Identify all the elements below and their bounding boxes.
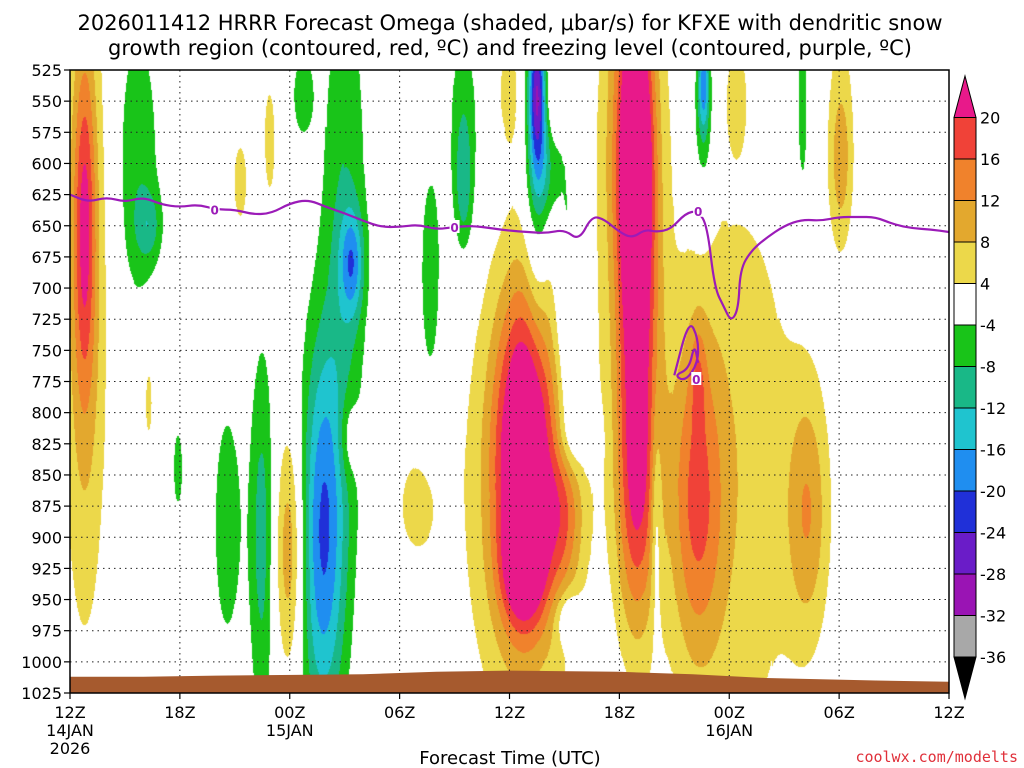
y-tick-label: 825 [31,435,62,454]
colorbar-label: -20 [980,482,1006,501]
x-tick-label: 12Z [494,703,525,722]
y-tick-label: 575 [31,123,62,142]
y-tick-label: 900 [31,528,62,547]
ground-surface [70,670,949,693]
y-tick-label: 875 [31,497,62,516]
freezing-level-label: 0 [210,204,218,218]
x-tick-label: 18Z [604,703,635,722]
x-tick-date: 15JAN [266,721,314,740]
y-axis: 525 550 575 600 625 650 675 700 725 750 775 800 825 8… [21,61,70,703]
y-tick-label: 550 [31,92,62,111]
colorbar-label: -24 [980,524,1006,543]
colorbar-swatch [953,241,977,284]
colorbar-swatch [953,200,977,243]
colorbar-label: 20 [980,109,1000,128]
freezing-level-label-bg [691,372,702,386]
y-tick-label: 975 [31,622,62,641]
chart-title-line-2: growth region (contoured, red, ºC) and f… [108,36,912,60]
x-tick-label: 06Z [823,703,854,722]
colorbar-swatch [953,407,977,450]
y-tick-label: 600 [31,154,62,173]
ground-surface-fill [70,670,949,693]
chart-title-line-1: 2026011412 HRRR Forecast Omega (shaded, … [77,11,942,35]
freezing-level-label: 0 [694,205,702,219]
colorbar-swatch [953,656,977,701]
x-tick-label: 18Z [164,703,195,722]
y-tick-label: 675 [31,248,62,267]
x-tick-label: 12Z [933,703,964,722]
colorbar-label: 16 [980,150,1000,169]
credit-text: coolwx.com/modelts [855,748,1018,766]
colorbar-label: -16 [980,441,1006,460]
colorbar-swatch [953,532,977,575]
freezing-level-label: 0 [450,221,458,235]
x-tick-year: 2026 [50,739,91,758]
y-tick-label: 700 [31,279,62,298]
colorbar-label: -12 [980,399,1006,418]
colorbar-swatch [953,283,977,326]
colorbar-label: -8 [980,358,996,377]
colorbar-label: -36 [980,648,1006,667]
freezing-level-label-bg [449,219,460,233]
y-tick-label: 775 [31,373,62,392]
colorbar-label: -4 [980,316,996,335]
x-tick-label: 12Z [54,703,85,722]
colorbar-swatch [953,490,977,533]
y-tick-label: 850 [31,466,62,485]
colorbar-swatch [953,366,977,409]
chart-title: 2026011412 HRRR Forecast Omega (shaded, … [77,11,942,60]
omega-field-raster [70,70,949,693]
colorbar-label: 12 [980,192,1000,211]
y-tick-label: 650 [31,217,62,236]
freezing-level-label-bg [693,203,704,217]
grid-lines [70,70,949,693]
freezing-level-contour: 0 0 0 0 [69,193,950,387]
colorbar-swatch [953,324,977,367]
colorbar-label: 8 [980,233,990,252]
freezing-level-label-bg [209,202,220,216]
colorbar-label: -28 [980,565,1006,584]
freezing-level-label: 0 [692,373,700,387]
x-tick-label: 06Z [384,703,415,722]
colorbar-swatch [953,615,977,658]
colorbar-swatch [953,74,977,118]
colorbar-label: 4 [980,275,990,294]
colorbar-swatch [953,117,977,160]
y-tick-label: 1025 [21,684,62,703]
y-tick-label: 925 [31,559,62,578]
colorbar: 20 16 12 8 4 -4 -8 -12 -16 -20 -24 -28 -32 -36 [953,74,1006,701]
y-tick-label: 800 [31,404,62,423]
y-tick-label: 725 [31,310,62,329]
y-tick-label: 1000 [21,653,62,672]
y-tick-label: 525 [31,61,62,80]
x-tick-label: 00Z [714,703,745,722]
omega-shading [70,70,949,693]
y-tick-label: 750 [31,341,62,360]
colorbar-label: -32 [980,607,1006,626]
y-tick-label: 625 [31,186,62,205]
colorbar-swatch [953,158,977,201]
y-tick-label: 950 [31,591,62,610]
freezing-level-line [69,193,950,320]
x-tick-date: 16JAN [705,721,753,740]
colorbar-swatch [953,573,977,616]
colorbar-swatch [953,449,977,492]
x-tick-label: 00Z [274,703,305,722]
x-axis-label: Forecast Time (UTC) [419,748,600,768]
x-tick-date: 14JAN [46,721,94,740]
